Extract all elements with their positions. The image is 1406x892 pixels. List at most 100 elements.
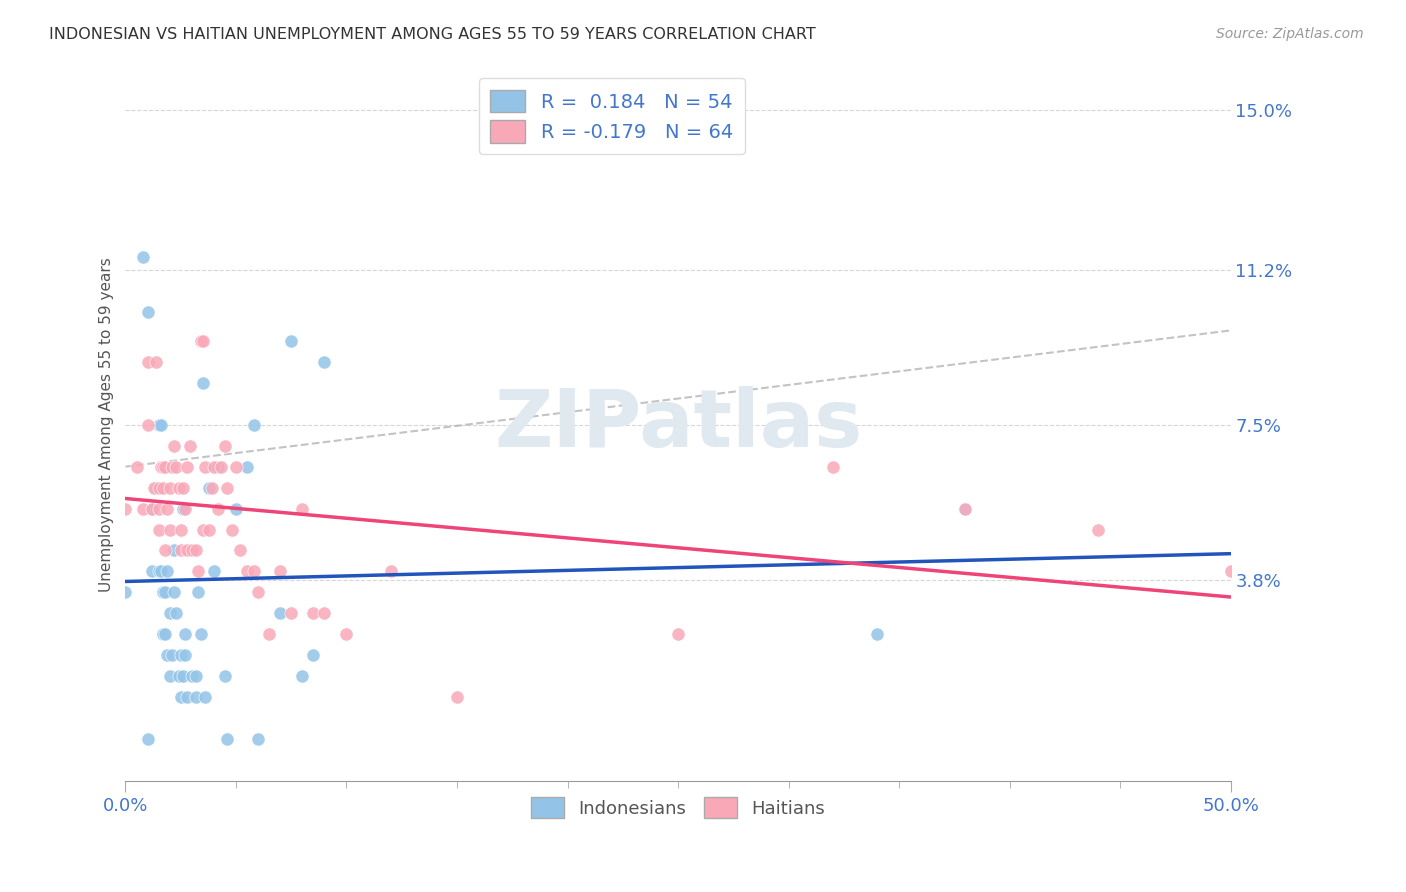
Point [335,627,357,641]
Point [314,607,336,621]
Point [172,501,194,516]
Point [302,607,325,621]
Point [280,334,302,348]
Text: INDONESIAN VS HAITIAN UNEMPLOYMENT AMONG AGES 55 TO 59 YEARS CORRELATION CHART: INDONESIAN VS HAITIAN UNEMPLOYMENT AMONG… [49,27,815,42]
Point [866,627,889,641]
Point [148,565,170,579]
Point [149,459,172,474]
Point [152,627,174,641]
Point [380,565,402,579]
Point [149,565,172,579]
Point [194,459,217,474]
Point [257,627,280,641]
Point [955,501,977,516]
Point [155,459,177,474]
Point [214,439,236,453]
Point [191,523,214,537]
Point [180,543,202,558]
Point [141,501,163,516]
Point [156,648,179,663]
Point [209,459,232,474]
Point [302,648,325,663]
Point [242,565,264,579]
Point [165,607,187,621]
Point [446,690,468,705]
Point [236,565,259,579]
Point [152,585,174,599]
Point [159,481,181,495]
Point [132,250,155,264]
Point [145,481,167,495]
Point [242,417,264,432]
Point [152,459,174,474]
Point [170,690,193,705]
Point [141,501,163,516]
Point [143,481,166,495]
Point [174,501,197,516]
Point [186,669,208,683]
Point [955,501,977,516]
Point [159,607,181,621]
Point [207,501,229,516]
Point [155,543,177,558]
Point [170,543,193,558]
Point [167,481,190,495]
Point [198,523,221,537]
Point [180,669,202,683]
Point [291,669,314,683]
Point [221,523,243,537]
Point [190,627,212,641]
Point [160,459,183,474]
Point [225,459,247,474]
Point [159,669,181,683]
Point [148,481,170,495]
Point [202,565,225,579]
Point [114,501,136,516]
Point [1087,523,1109,537]
Point [155,585,177,599]
Point [821,459,844,474]
Point [132,501,155,516]
Point [152,481,174,495]
Point [136,304,159,318]
Point [156,565,179,579]
Point [236,459,259,474]
Point [1219,565,1241,579]
Point [170,523,193,537]
Point [186,543,208,558]
Point [269,607,291,621]
Y-axis label: Unemployment Among Ages 55 to 59 years: Unemployment Among Ages 55 to 59 years [100,258,114,592]
Point [160,648,183,663]
Point [202,459,225,474]
Point [207,459,229,474]
Point [141,565,163,579]
Point [176,543,198,558]
Point [291,501,314,516]
Point [114,585,136,599]
Point [191,334,214,348]
Point [280,607,302,621]
Point [314,355,336,369]
Point [167,669,190,683]
Point [187,565,209,579]
Point [194,690,217,705]
Point [163,543,186,558]
Point [148,417,170,432]
Point [165,459,187,474]
Point [269,565,291,579]
Point [190,334,212,348]
Point [149,417,172,432]
Point [176,459,198,474]
Point [172,669,194,683]
Point [148,523,170,537]
Point [148,501,170,516]
Point [174,648,197,663]
Point [170,648,193,663]
Point [217,481,239,495]
Point [247,732,270,747]
Point [179,439,201,453]
Point [247,585,270,599]
Point [163,439,186,453]
Legend: Indonesians, Haitians: Indonesians, Haitians [524,790,832,825]
Point [156,501,179,516]
